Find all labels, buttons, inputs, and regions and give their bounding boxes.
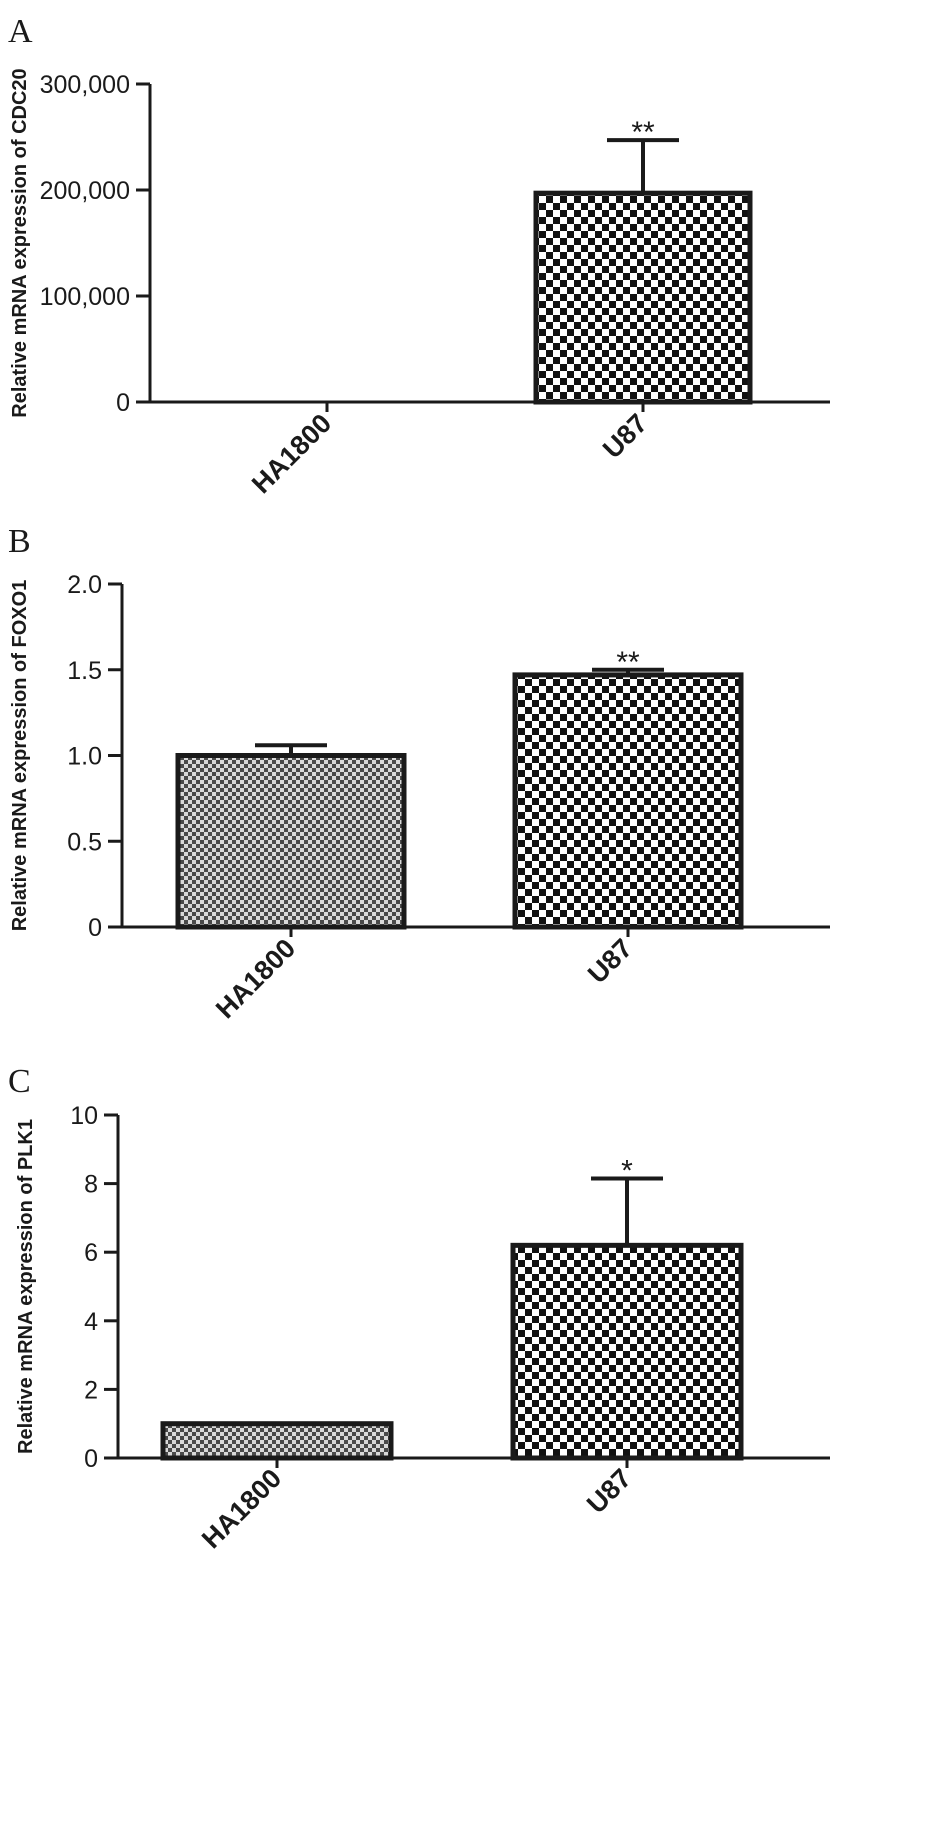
y-tick-label: 4 (84, 1308, 98, 1336)
bar-u87 (512, 672, 744, 930)
bar-u87 (533, 190, 753, 405)
significance-marker: * (621, 1154, 633, 1187)
y-tick-label: 100,000 (40, 283, 130, 311)
significance-marker: ** (616, 646, 640, 679)
y-axis-label: Relative mRNA expression of FOXO1 (9, 580, 31, 932)
x-category-label-u87: U87 (582, 933, 638, 989)
panel-letter: B (8, 523, 31, 560)
x-category-label-u87: U87 (581, 1463, 637, 1519)
y-tick-label: 1.0 (67, 743, 102, 771)
y-axis-label: Relative mRNA expression of PLK1 (15, 1119, 37, 1454)
y-tick-label: 1.5 (67, 657, 102, 685)
y-tick-label: 2 (84, 1376, 98, 1404)
x-category-label-ha1800: HA1800 (196, 1463, 287, 1554)
bar-ha1800 (175, 753, 407, 930)
significance-marker: ** (631, 116, 655, 149)
y-tick-label: 0 (84, 1445, 98, 1473)
y-tick-label: 0.5 (67, 828, 102, 856)
y-tick-label: 2.0 (67, 571, 102, 599)
x-category-label-u87: U87 (597, 408, 653, 464)
panel-letter: C (8, 1063, 31, 1100)
y-tick-label: 6 (84, 1239, 98, 1267)
panel-letter: A (8, 13, 33, 50)
y-tick-label: 10 (70, 1102, 98, 1130)
chart-panel-b: B ** 0 0.5 1.0 1.5 2.0 HA1800 U87 Relative mRNA e… (8, 523, 830, 1024)
y-tick-label: 300,000 (40, 71, 130, 99)
y-tick-label: 200,000 (40, 177, 130, 205)
x-category-label-ha1800: HA1800 (210, 933, 301, 1024)
bar-u87 (510, 1242, 744, 1461)
x-category-label-ha1800: HA1800 (246, 408, 337, 499)
y-axis-label: Relative mRNA expression of CDC20 (9, 68, 31, 417)
y-tick-label: 0 (88, 914, 102, 942)
y-tick-label: 0 (116, 389, 130, 417)
bar-ha1800 (160, 1421, 394, 1461)
y-tick-label: 8 (84, 1171, 98, 1199)
chart-panel-a: A ** 0 100,000 200,000 300,000 HA1800 U87 Relati… (8, 13, 830, 499)
chart-panel-c: C * 0 2 4 6 8 10 HA1800 U87 Relative mRNA expressi… (8, 1063, 830, 1554)
